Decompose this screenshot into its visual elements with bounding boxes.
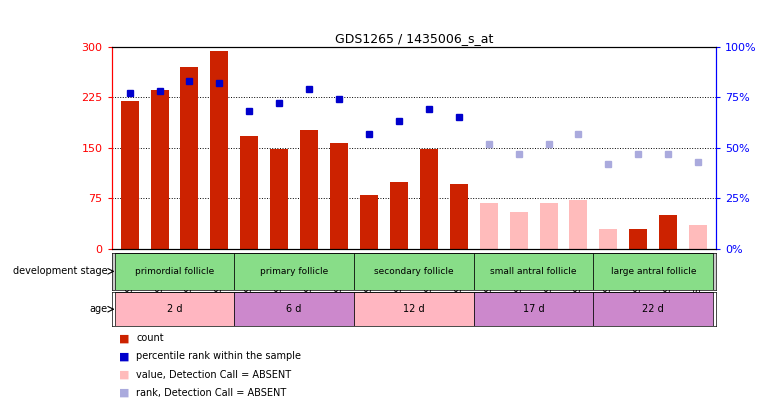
Text: development stage: development stage xyxy=(13,266,108,276)
Bar xyxy=(151,90,169,249)
Bar xyxy=(115,292,234,326)
Text: ■: ■ xyxy=(119,388,130,398)
Text: ■: ■ xyxy=(119,352,130,361)
Bar xyxy=(480,203,497,249)
Bar xyxy=(594,253,713,290)
Bar xyxy=(594,292,713,326)
Bar xyxy=(210,51,229,249)
Text: primary follicle: primary follicle xyxy=(260,267,328,276)
Bar xyxy=(354,292,474,326)
Title: GDS1265 / 1435006_s_at: GDS1265 / 1435006_s_at xyxy=(335,32,493,45)
Text: primordial follicle: primordial follicle xyxy=(135,267,214,276)
Bar xyxy=(354,253,474,290)
Bar xyxy=(629,229,648,249)
Bar xyxy=(474,292,594,326)
Text: ■: ■ xyxy=(119,370,130,379)
Bar xyxy=(360,195,378,249)
Text: 22 d: 22 d xyxy=(642,304,665,314)
Text: small antral follicle: small antral follicle xyxy=(490,267,577,276)
Text: count: count xyxy=(136,333,164,343)
Text: 6 d: 6 d xyxy=(286,304,302,314)
Bar xyxy=(330,143,348,249)
Bar xyxy=(474,253,594,290)
Text: ■: ■ xyxy=(119,333,130,343)
Bar xyxy=(180,67,199,249)
Text: secondary follicle: secondary follicle xyxy=(374,267,454,276)
Bar xyxy=(270,149,288,249)
Bar xyxy=(234,253,354,290)
Bar xyxy=(570,200,588,249)
Text: 12 d: 12 d xyxy=(403,304,425,314)
Bar xyxy=(540,203,557,249)
Bar xyxy=(390,181,408,249)
Text: age: age xyxy=(89,304,108,314)
Bar xyxy=(234,292,354,326)
Bar xyxy=(689,226,707,249)
Bar xyxy=(300,130,318,249)
Text: rank, Detection Call = ABSENT: rank, Detection Call = ABSENT xyxy=(136,388,286,398)
Bar xyxy=(121,100,139,249)
Text: value, Detection Call = ABSENT: value, Detection Call = ABSENT xyxy=(136,370,291,379)
Bar xyxy=(115,253,234,290)
Bar xyxy=(659,215,677,249)
Bar xyxy=(240,136,258,249)
Text: percentile rank within the sample: percentile rank within the sample xyxy=(136,352,301,361)
Bar xyxy=(599,229,618,249)
Text: large antral follicle: large antral follicle xyxy=(611,267,696,276)
Bar xyxy=(450,183,467,249)
Text: 2 d: 2 d xyxy=(167,304,182,314)
Bar xyxy=(510,212,527,249)
Text: 17 d: 17 d xyxy=(523,304,544,314)
Bar xyxy=(420,149,438,249)
